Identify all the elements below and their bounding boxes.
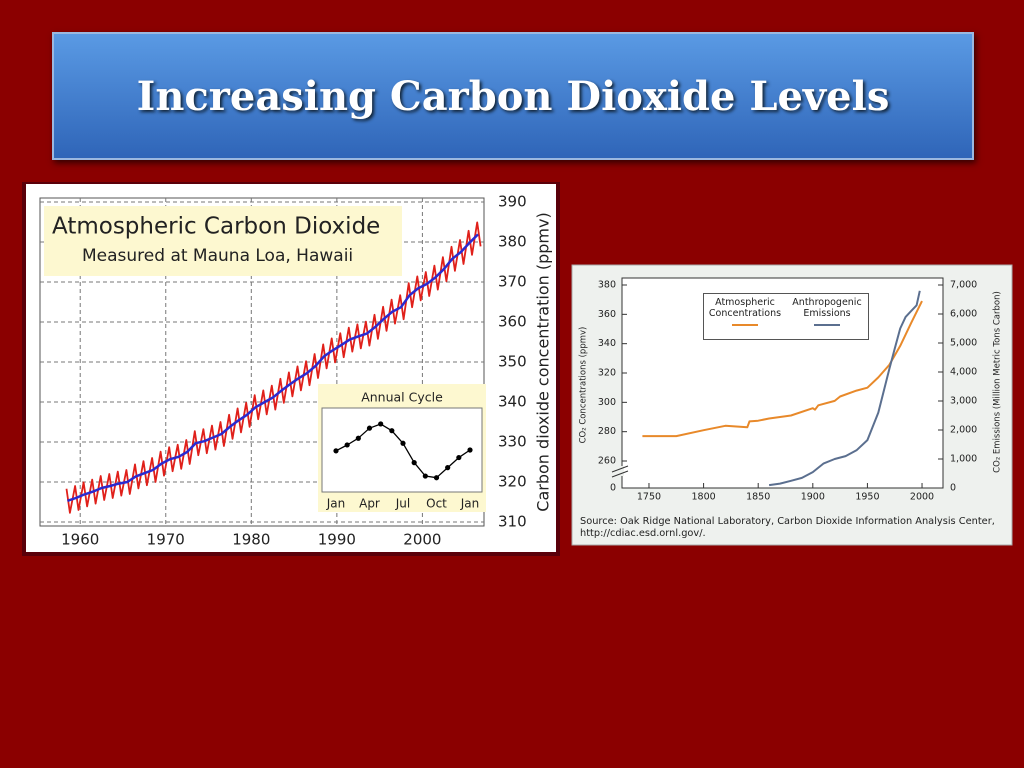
x-tick-label: 1950	[855, 492, 879, 503]
y2-tick-label: 1,000	[950, 454, 977, 465]
y2-tick-label: 7,000	[950, 280, 977, 291]
point	[333, 448, 339, 454]
y-tick-label: 360	[498, 313, 527, 331]
point	[411, 460, 417, 466]
point	[355, 435, 361, 441]
x-tick-label: 1900	[801, 492, 825, 503]
legend: Atmospheric Concentrations Anthropogenic …	[703, 293, 869, 340]
y-tick-label: 320	[498, 473, 527, 491]
axis-break	[611, 470, 629, 478]
y2-tick-label: 3,000	[950, 396, 977, 407]
y-tick-label: 380	[598, 280, 616, 291]
chart-subtitle: Measured at Mauna Loa, Hawaii	[82, 246, 353, 266]
y-tick-label: 350	[498, 353, 527, 371]
x-tick-label: Jan	[326, 497, 346, 511]
legend-item: Atmospheric Concentrations	[707, 294, 783, 339]
point	[344, 442, 350, 448]
y2-tick-label: 2,000	[950, 425, 977, 436]
x-tick-label: 1990	[318, 531, 356, 549]
slide-title: Increasing Carbon Dioxide Levels	[136, 72, 890, 120]
y-tick-label: 310	[498, 513, 527, 531]
point	[422, 473, 428, 479]
y2-tick-label: 0	[950, 483, 956, 494]
y-tick-label: 260	[598, 456, 616, 467]
y2-tick-label: 5,000	[950, 338, 977, 349]
y-tick-label: 300	[598, 397, 616, 408]
y-axis-label: CO₂ Concentrations (ppmv)	[579, 327, 589, 444]
y2-tick-label: 4,000	[950, 367, 977, 378]
y-tick-label: 380	[498, 233, 527, 251]
data-line	[67, 233, 479, 502]
y-tick-label: 340	[498, 393, 527, 411]
data-line	[768, 290, 921, 487]
x-tick-label: Oct	[426, 497, 447, 511]
x-tick-label: 1970	[147, 531, 185, 549]
inset-title: Annual Cycle	[361, 390, 443, 405]
x-tick-label: 1960	[61, 531, 99, 549]
x-tick-label: 1800	[691, 492, 715, 503]
point	[366, 425, 373, 431]
x-tick-label: Jul	[395, 497, 410, 511]
x-tick-label: 1980	[232, 531, 270, 549]
y-tick-label: 320	[598, 368, 616, 379]
y-tick-label: 390	[498, 193, 527, 211]
legend-swatch	[814, 324, 840, 326]
chart-title: Atmospheric Carbon Dioxide	[52, 214, 380, 240]
title-banner: Increasing Carbon Dioxide Levels	[52, 32, 974, 160]
legend-swatch	[732, 324, 758, 326]
point	[389, 428, 395, 434]
point	[400, 440, 406, 446]
axis-break	[611, 465, 629, 473]
x-tick-label: 2000	[910, 492, 934, 503]
data-line	[642, 300, 923, 438]
point	[456, 454, 462, 461]
point	[445, 465, 451, 471]
axis-break-gap	[614, 466, 624, 476]
legend-item: Anthropogenic Emissions	[789, 294, 865, 339]
y2-axis-label: CO₂ Emissions (Million Metric Tons Carbo…	[993, 291, 1003, 473]
y-axis-label: Carbon dioxide concentration (ppmv)	[534, 212, 553, 511]
y-tick-label: 0	[610, 483, 616, 494]
inset-plot	[321, 407, 483, 493]
source-note: Source: Oak Ridge National Laboratory, C…	[580, 516, 995, 539]
y-tick-label: 280	[598, 426, 616, 437]
point	[433, 475, 440, 481]
y2-tick-label: 6,000	[950, 309, 977, 320]
point	[467, 447, 473, 453]
y-tick-label: 360	[598, 309, 616, 320]
x-tick-label: 2000	[403, 531, 441, 549]
x-tick-label: 1850	[746, 492, 770, 503]
x-tick-label: 1750	[637, 492, 661, 503]
x-tick-label: Apr	[359, 497, 380, 511]
y-tick-label: 330	[498, 433, 527, 451]
x-tick-label: Jan	[460, 497, 480, 511]
y-tick-label: 340	[598, 338, 616, 349]
legend-label: Anthropogenic Emissions	[792, 297, 862, 319]
legend-label: Atmospheric Concentrations	[708, 297, 782, 319]
point	[378, 421, 384, 427]
y-tick-label: 370	[498, 273, 527, 291]
title-box	[44, 206, 402, 276]
